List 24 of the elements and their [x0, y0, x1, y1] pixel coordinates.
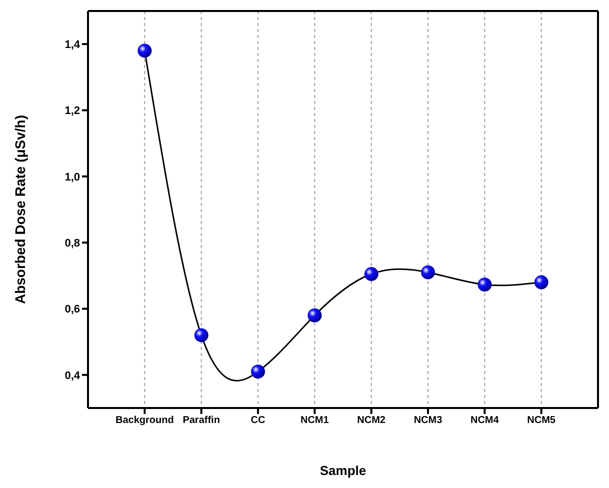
y-tick-label: 1,2 — [64, 105, 80, 118]
y-tick-label: 0,6 — [64, 304, 80, 316]
x-tick-label: Paraffin — [182, 415, 220, 426]
point — [478, 278, 492, 292]
point — [364, 267, 378, 282]
x-tick-label: Background — [115, 415, 174, 426]
x-tick-label: NCM4 — [470, 415, 500, 426]
x-tick-label: NCM2 — [357, 415, 386, 426]
point — [194, 328, 208, 342]
y-tick-label: 1,0 — [64, 171, 80, 184]
x-tick-label: CC — [250, 415, 266, 426]
x-tick-label: NCM5 — [527, 415, 556, 426]
point — [534, 275, 548, 290]
point — [308, 308, 322, 322]
point — [138, 44, 152, 58]
y-axis-title: Absorbed Dose Rate (μSv/h) — [12, 114, 28, 304]
y-tick-label: 0,8 — [64, 237, 80, 250]
x-tick-label: NCM3 — [414, 415, 443, 426]
y-tick-label: 1,4 — [64, 38, 81, 51]
x-axis-title: Sample — [320, 463, 366, 478]
point — [251, 364, 265, 379]
y-tick-label: 0,4 — [64, 370, 81, 382]
x-tick-label: NCM1 — [300, 415, 330, 426]
point — [421, 265, 435, 280]
